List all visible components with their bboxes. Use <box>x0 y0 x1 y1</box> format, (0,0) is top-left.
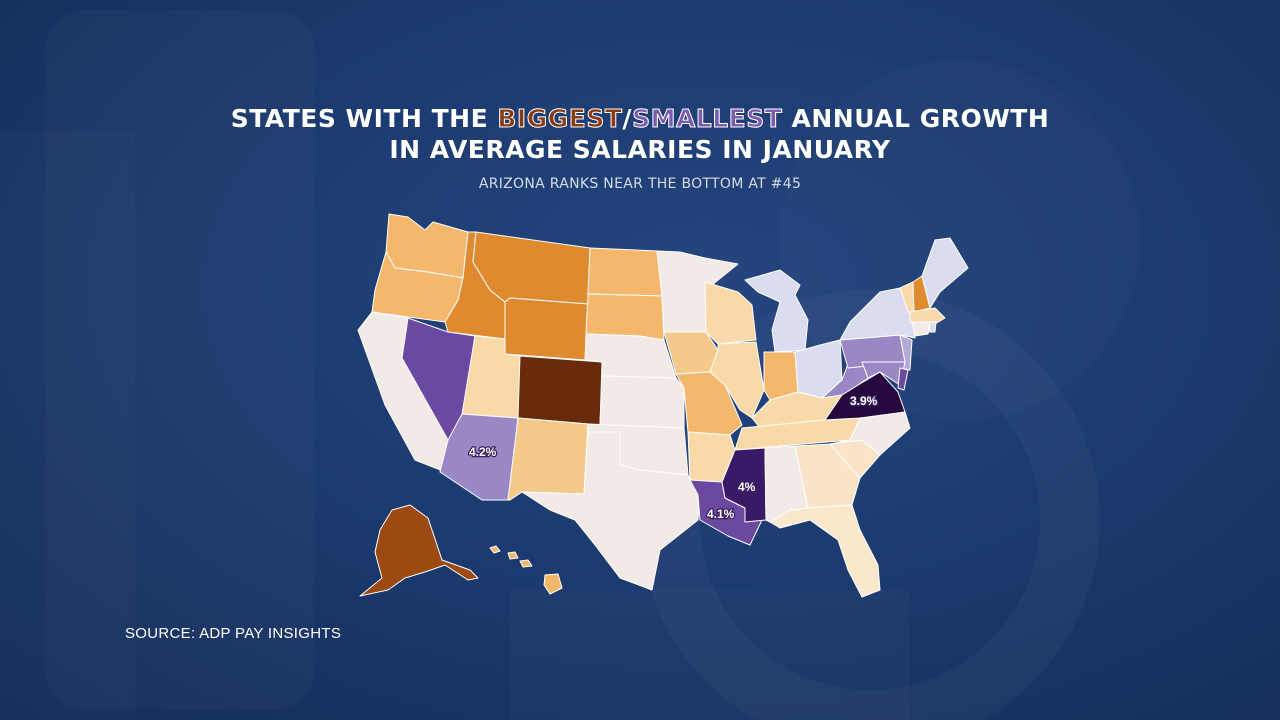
state-new-mexico <box>507 417 589 501</box>
state-illinois <box>709 341 765 419</box>
state-connecticut <box>911 321 931 337</box>
state-florida <box>769 504 881 598</box>
title-biggest: BIGGEST <box>497 104 623 134</box>
state-delaware <box>897 367 909 391</box>
state-wyoming <box>504 297 589 361</box>
title-line-2: IN AVERAGE SALARIES IN JANUARY <box>389 135 891 164</box>
state-kansas <box>599 375 685 429</box>
label-mississippi: 4% <box>738 480 756 494</box>
label-louisiana: 4.1% <box>707 507 735 521</box>
label-virginia: 3.9% <box>850 394 878 408</box>
source-note: SOURCE: ADP PAY INSIGHTS <box>125 625 342 642</box>
state-texas <box>521 431 701 591</box>
state-alaska <box>359 504 479 597</box>
state-indiana <box>763 351 799 401</box>
state-colorado <box>517 355 603 426</box>
state-north-dakota <box>587 247 663 297</box>
state-maryland <box>861 361 906 386</box>
subtitle: ARIZONA RANKS NEAR THE BOTTOM AT #45 <box>478 176 802 192</box>
state-south-dakota <box>585 293 665 341</box>
title-smallest: SMALLEST <box>632 104 783 134</box>
label-arizona: 4.2% <box>469 445 497 459</box>
state-hawaii <box>489 545 563 595</box>
state-wisconsin <box>704 281 757 345</box>
state-massachusetts <box>909 307 946 325</box>
state-maine <box>921 237 969 309</box>
title-line-1: STATES WITH THE BIGGEST/SMALLEST ANNUAL … <box>230 104 1050 134</box>
state-rhode-island <box>928 321 937 333</box>
